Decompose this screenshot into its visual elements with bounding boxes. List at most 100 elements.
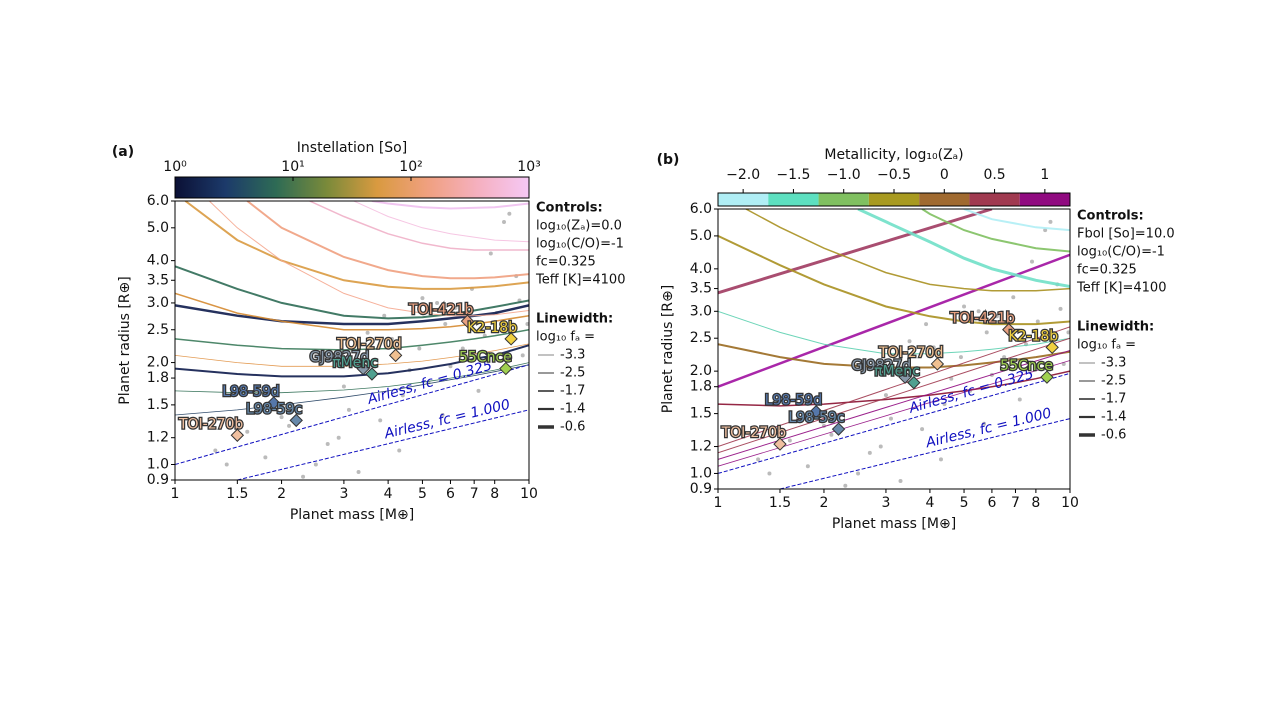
model-curve [175, 329, 529, 351]
controls-title: Controls: [536, 201, 603, 216]
x-axis-label: Planet mass [M⊕] [832, 516, 956, 532]
population-point [756, 457, 761, 462]
x-tick-label: 8 [1031, 495, 1040, 511]
planet-marker [230, 428, 245, 442]
y-tick-label: 6.0 [147, 193, 169, 209]
legend-subtitle: log₁₀ fₐ = [1077, 338, 1136, 353]
model-curve [718, 360, 1070, 467]
x-tick-label: 7 [1011, 495, 1020, 511]
model-curve [208, 201, 529, 317]
model-curve [718, 310, 1070, 355]
population-point [938, 457, 943, 462]
planet-marker [907, 375, 921, 390]
model-curve [175, 343, 529, 367]
planet-label: L98-59c [788, 410, 844, 426]
y-tick-label: 1.5 [690, 406, 712, 422]
x-tick-label: 2 [820, 495, 829, 511]
legend-label: -0.6 [1101, 428, 1126, 443]
planet-marker [365, 367, 379, 381]
population-point [525, 321, 529, 326]
model-curve [921, 209, 1070, 253]
planet-marker [930, 357, 945, 371]
model-curve [745, 209, 1070, 292]
planet-label: TOI-270d [336, 336, 401, 352]
model-curve [718, 326, 1070, 447]
population-point [867, 450, 872, 455]
population-point [994, 314, 999, 319]
population-point [1002, 355, 1007, 360]
y-tick-label: 0.9 [690, 481, 712, 497]
planet-marker [289, 413, 303, 428]
planet-label: K2-18b [467, 320, 517, 336]
population-point [898, 479, 903, 484]
legend-title: Linewidth: [1077, 320, 1154, 335]
model-curve [857, 209, 1070, 288]
population-point [1058, 306, 1063, 311]
airless-line [779, 418, 1070, 489]
planet-marker [809, 404, 823, 419]
planet-marker [1040, 370, 1054, 384]
x-tick-label: 1 [171, 486, 180, 502]
controls-line: log₁₀(Zₐ)=0.0 [536, 219, 622, 234]
model-curve [353, 201, 529, 243]
x-tick-label: 6 [446, 486, 455, 502]
planet-marker [356, 361, 370, 376]
colorbar-tick-label: 0.5 [983, 167, 1005, 183]
y-axis-label: Planet radius [R⊕] [117, 276, 133, 404]
population-point [313, 462, 318, 467]
y-tick-label: 1.2 [690, 439, 712, 455]
y-tick-label: 3.0 [147, 295, 169, 311]
legend-subtitle: log₁₀ fₐ = [536, 330, 595, 345]
population-point [263, 455, 268, 460]
y-tick-label: 4.0 [147, 253, 169, 269]
legend-label: -2.5 [560, 366, 585, 381]
population-point [453, 305, 458, 310]
colorbar-frame [174, 176, 530, 199]
x-tick-label: 10 [520, 486, 538, 502]
colorbar-tick-label: 10¹ [281, 159, 304, 175]
planet-marker [388, 348, 403, 363]
population-point [287, 423, 292, 428]
planet-label: 55Cnce [459, 350, 512, 366]
population-point [1017, 397, 1022, 402]
x-tick-label: 8 [490, 486, 499, 502]
model-curve [309, 201, 529, 251]
population-point [279, 415, 284, 420]
x-tick-label: 5 [418, 486, 427, 502]
x-axis-label: Planet mass [M⊕] [290, 507, 414, 523]
colorbar-tick-label: 10⁰ [163, 159, 187, 175]
colorbar-label: Metallicity, log₁₀(Zₐ) [824, 147, 963, 163]
planet-label: TOI-270b [721, 425, 786, 441]
population-point [888, 416, 893, 421]
colorbar-bin [718, 193, 769, 206]
x-tick-label: 4 [384, 486, 393, 502]
x-tick-label: 3 [339, 486, 348, 502]
colorbar-bin [868, 193, 920, 206]
controls-line: Teff [K]=4100 [535, 273, 625, 288]
planet-marker [266, 396, 281, 410]
planet-marker [499, 361, 513, 376]
planet-label: πMenc [332, 355, 378, 371]
planet-label: L98-59c [246, 401, 302, 417]
population-point [931, 345, 936, 350]
planet-label: TOI-270d [878, 345, 943, 361]
population-point [443, 321, 448, 326]
population-point [213, 448, 218, 453]
population-point [397, 448, 402, 453]
model-curve [371, 201, 529, 210]
plot-area [718, 209, 1070, 489]
controls-line: Fbol [So]=10.0 [1077, 227, 1175, 242]
population-point [829, 432, 834, 437]
population-point [382, 313, 387, 318]
model-curve [175, 344, 529, 378]
population-point [245, 429, 250, 434]
population-point [856, 471, 861, 476]
planet-label: GJ9827d [852, 358, 912, 374]
population-point [924, 322, 929, 327]
population-point [976, 309, 981, 314]
model-curve [175, 304, 529, 326]
population-point [520, 353, 525, 358]
model-curve [718, 370, 1070, 407]
